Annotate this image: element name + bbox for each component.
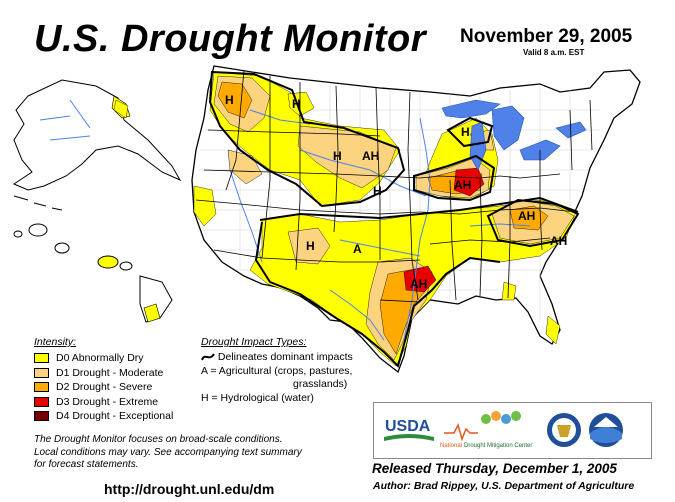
focus-line-3: for forecast statements. [34,459,139,470]
legend-swatch-d1 [34,367,49,378]
usda-text: USDA [385,418,431,435]
legend-row-d4: D4 Drought - Exceptional [34,409,173,424]
usda-logo: USDA [384,413,434,441]
author-credit: Author: Brad Rippey, U.S. Department of … [373,480,635,492]
hawaii [13,223,173,323]
impact-hydrological: H = Hydrological (water) [201,391,314,404]
alaska [12,79,182,211]
impact-line-label: Delineates dominant impacts [217,351,353,363]
label-h-texas: H [306,239,315,253]
website-url[interactable]: http://drought.unl.edu/dm [104,481,275,497]
map-title: U.S. Drought Monitor [34,18,427,60]
focus-line-1: The Drought Monitor focuses on broad-sca… [34,434,283,445]
legend-swatch-d4 [34,411,49,422]
legend-label-d1: D1 Drought - Moderate [56,366,164,379]
map-date: November 29, 2005 [460,26,633,47]
legend-swatch-d2 [34,382,49,393]
legend-row-d1: D1 Drought - Moderate [34,366,173,381]
valid-time: Valid 8 a.m. EST [523,48,585,57]
label-ah-carolina: AH [550,234,567,248]
legend-row-d3: D3 Drought - Extreme [34,395,173,410]
label-ah-arkansas: AH [410,277,427,291]
focus-line-2: Local conditions may vary. See accompany… [34,446,302,458]
impact-agricultural: A = Agricultural (crops, pastures, [201,364,353,377]
impact-heading: Drought Impact Types: [201,336,307,348]
ndmc-name: Drought Mitigation Center [464,443,532,449]
d3-areas [403,167,485,293]
legend-row-d0: D0 Abnormally Dry [34,351,173,366]
label-ah-dakota: AH [362,149,379,163]
impact-lines [208,70,580,368]
intensity-legend: Intensity: D0 Abnormally Dry D1 Drought … [34,336,173,424]
impact-line-row: Delineates dominant impacts [201,351,391,365]
legend-row-d2: D2 Drought - Severe [34,380,173,395]
legend-label-d0: D0 Abnormally Dry [56,352,144,365]
ndmc-national: National [440,443,462,449]
focus-statement: The Drought Monitor focuses on broad-sca… [34,434,364,472]
doc-seal-icon [547,413,581,447]
ndmc-logo: National Drought Mitigation Center [440,411,532,449]
label-h-oregon: H [225,93,234,107]
legend-swatch-d3 [34,396,49,407]
legend-swatch-d0 [34,353,49,364]
impact-legend: Drought Impact Types: Delineates dominan… [201,336,391,405]
label-ah-illinois: AH [454,178,471,192]
label-h-montana: H [292,97,301,111]
intensity-heading: Intensity: [34,336,77,348]
logo-artwork: USDA National Drought Mitigation Center [384,411,623,449]
legend-label-d2: D2 Drought - Severe [56,381,153,394]
legend-label-d3: D3 Drought - Extreme [56,395,159,408]
label-a-oklahoma: A [353,242,362,256]
noaa-logo-icon [589,413,623,447]
legend-label-d4: D4 Drought - Exceptional [56,410,174,423]
impact-agricultural-cont: grasslands) [293,378,348,390]
partner-logos: USDA National Drought Mitigation Center [373,402,652,459]
impact-line-icon [201,353,215,361]
release-date: Released Thursday, December 1, 2005 [372,461,617,476]
state-lines [195,69,593,303]
label-h-dakota: H [333,149,342,163]
label-ah-virginia: AH [518,209,535,223]
label-h-nebraska: H [373,184,382,198]
label-h-michigan: H [461,125,470,139]
